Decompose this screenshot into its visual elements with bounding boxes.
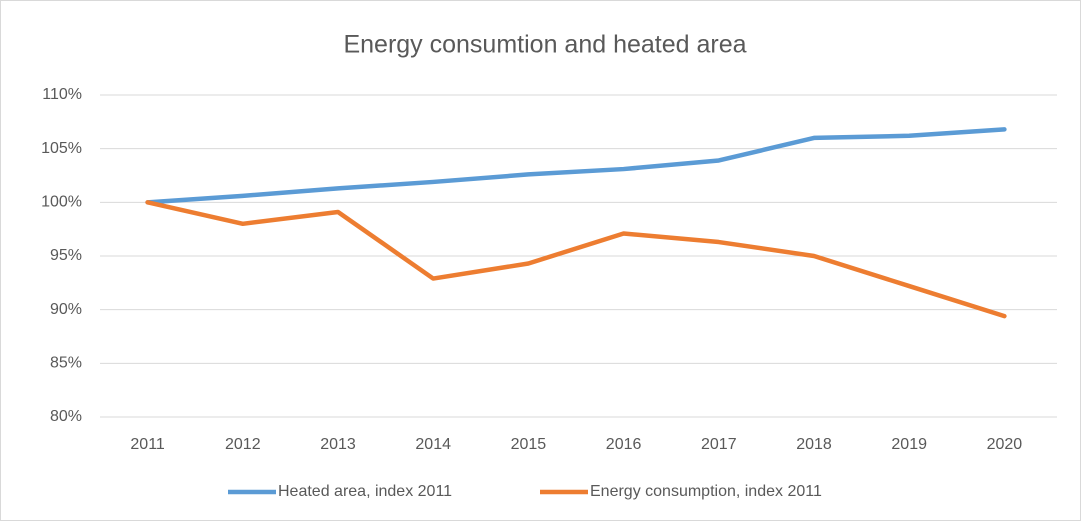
x-tick-label: 2014 [415,436,451,453]
chart-title: Energy consumtion and heated area [343,31,746,59]
x-tick-label: 2016 [606,436,642,453]
x-tick-label: 2017 [701,436,737,453]
y-tick-label: 95% [50,247,82,264]
y-tick-label: 90% [50,301,82,318]
y-tick-label: 85% [50,355,82,372]
y-tick-label: 110% [42,86,82,103]
series-line [145,127,1007,205]
legend-label: Energy consumption, index 2011 [590,483,822,500]
x-tick-label: 2018 [796,436,832,453]
legend-label: Heated area, index 2011 [278,483,452,500]
x-tick-label: 2015 [511,436,547,453]
y-tick-label: 105% [41,140,82,157]
x-tick-label: 2012 [225,436,261,453]
series-line [145,200,1007,319]
x-tick-label: 2020 [987,436,1023,453]
x-tick-label: 2013 [320,436,356,453]
x-tick-label: 2011 [130,436,165,453]
y-tick-label: 80% [50,408,82,425]
y-tick-label: 100% [41,194,82,211]
x-tick-label: 2019 [891,436,927,453]
